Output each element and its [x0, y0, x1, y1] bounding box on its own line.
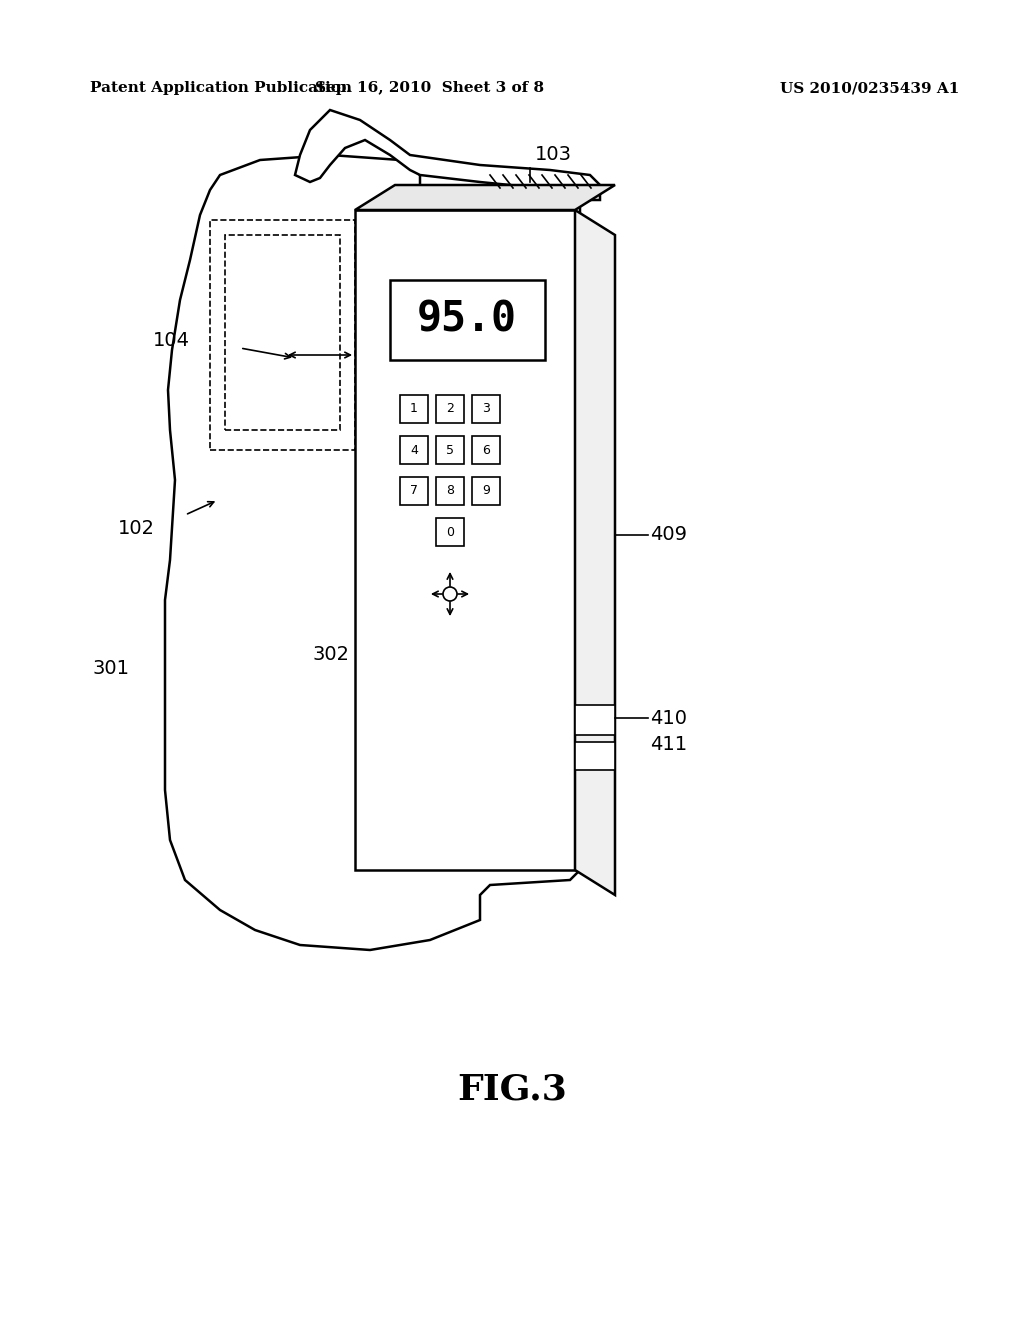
PathPatch shape: [295, 110, 600, 201]
Text: 95.0: 95.0: [417, 300, 517, 341]
Bar: [210, 220, 355, 450]
Polygon shape: [575, 210, 615, 895]
Text: Sep. 16, 2010  Sheet 3 of 8: Sep. 16, 2010 Sheet 3 of 8: [315, 81, 545, 95]
Text: 103: 103: [535, 145, 572, 165]
Bar: [225, 235, 340, 430]
Text: 302: 302: [313, 645, 350, 664]
Text: 3: 3: [482, 403, 489, 416]
Bar: [436, 477, 464, 506]
Text: 2: 2: [446, 403, 454, 416]
Text: 6: 6: [482, 444, 489, 457]
Bar: [390, 280, 545, 360]
Text: 410: 410: [650, 709, 687, 727]
Text: 5: 5: [446, 444, 454, 457]
Text: 7: 7: [410, 484, 418, 498]
Bar: [355, 210, 575, 870]
Circle shape: [443, 587, 457, 601]
Text: FIG.3: FIG.3: [457, 1073, 567, 1107]
Text: Patent Application Publication: Patent Application Publication: [90, 81, 352, 95]
Bar: [436, 436, 464, 465]
PathPatch shape: [165, 154, 580, 950]
Bar: [400, 436, 428, 465]
Text: 301: 301: [93, 659, 130, 677]
Bar: [436, 395, 464, 422]
Text: 4: 4: [410, 444, 418, 457]
Bar: [472, 477, 500, 506]
Bar: [436, 517, 464, 546]
Text: 102: 102: [118, 519, 155, 537]
Text: US 2010/0235439 A1: US 2010/0235439 A1: [780, 81, 959, 95]
Bar: [400, 477, 428, 506]
Bar: [472, 436, 500, 465]
Polygon shape: [355, 185, 615, 210]
Text: 0: 0: [446, 525, 454, 539]
Text: 411: 411: [650, 735, 687, 755]
Bar: [575, 705, 615, 735]
Text: 409: 409: [650, 525, 687, 544]
Bar: [400, 395, 428, 422]
Bar: [472, 395, 500, 422]
Text: 8: 8: [446, 484, 454, 498]
Text: 9: 9: [482, 484, 489, 498]
Bar: [575, 742, 615, 770]
Text: 1: 1: [410, 403, 418, 416]
Text: 104: 104: [153, 330, 190, 350]
